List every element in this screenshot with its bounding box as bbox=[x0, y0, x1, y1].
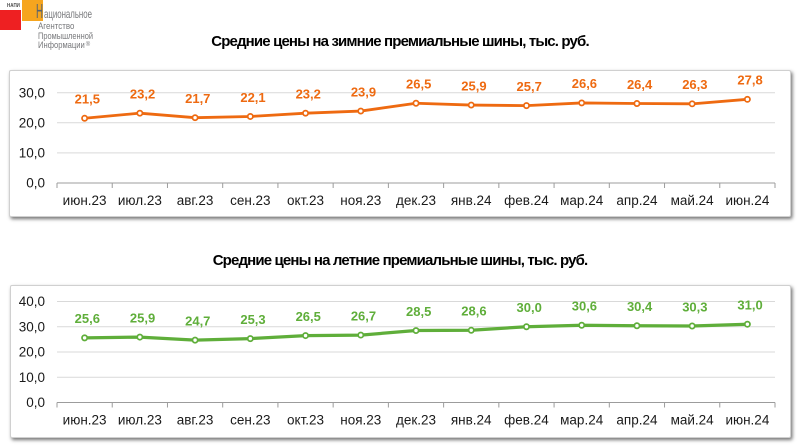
svg-text:дек.23: дек.23 bbox=[396, 193, 436, 208]
svg-text:25,9: 25,9 bbox=[130, 310, 155, 325]
svg-text:30,0: 30,0 bbox=[19, 319, 45, 334]
svg-text:30,0: 30,0 bbox=[19, 85, 45, 100]
svg-text:30,6: 30,6 bbox=[572, 299, 597, 314]
svg-text:30,0: 30,0 bbox=[517, 300, 542, 315]
svg-text:сен.23: сен.23 bbox=[230, 193, 270, 208]
svg-text:20,0: 20,0 bbox=[19, 345, 45, 360]
svg-text:апр.24: апр.24 bbox=[616, 193, 658, 208]
svg-text:25,9: 25,9 bbox=[461, 78, 486, 93]
svg-text:30,4: 30,4 bbox=[627, 299, 653, 314]
svg-text:26,7: 26,7 bbox=[351, 308, 376, 323]
svg-text:25,3: 25,3 bbox=[240, 312, 265, 327]
svg-text:30,3: 30,3 bbox=[682, 299, 707, 314]
svg-text:июн.24: июн.24 bbox=[725, 413, 769, 428]
svg-text:окт.23: окт.23 bbox=[287, 413, 324, 428]
svg-text:25,7: 25,7 bbox=[517, 79, 542, 94]
svg-text:май.24: май.24 bbox=[671, 413, 715, 428]
svg-text:28,5: 28,5 bbox=[406, 304, 431, 319]
svg-text:мар.24: мар.24 bbox=[560, 193, 604, 208]
svg-text:23,2: 23,2 bbox=[296, 86, 321, 101]
svg-text:21,7: 21,7 bbox=[185, 91, 210, 106]
svg-text:май.24: май.24 bbox=[671, 193, 715, 208]
svg-text:21,5: 21,5 bbox=[75, 92, 100, 107]
svg-text:40,0: 40,0 bbox=[19, 294, 45, 309]
svg-text:26,6: 26,6 bbox=[572, 76, 597, 91]
svg-text:25,6: 25,6 bbox=[75, 311, 100, 326]
svg-text:авг.23: авг.23 bbox=[177, 413, 214, 428]
svg-text:апр.24: апр.24 bbox=[616, 413, 658, 428]
svg-text:23,2: 23,2 bbox=[130, 86, 155, 101]
svg-text:июн.24: июн.24 bbox=[725, 193, 769, 208]
svg-text:26,5: 26,5 bbox=[406, 77, 431, 92]
svg-text:24,7: 24,7 bbox=[185, 313, 210, 328]
svg-text:янв.24: янв.24 bbox=[451, 413, 492, 428]
svg-text:22,1: 22,1 bbox=[240, 90, 265, 105]
svg-text:янв.24: янв.24 bbox=[451, 193, 492, 208]
svg-text:0,0: 0,0 bbox=[26, 176, 45, 191]
svg-text:ноя.23: ноя.23 bbox=[340, 413, 381, 428]
svg-text:июн.23: июн.23 bbox=[63, 193, 107, 208]
svg-text:0,0: 0,0 bbox=[26, 395, 45, 410]
svg-text:авг.23: авг.23 bbox=[177, 193, 214, 208]
svg-text:26,3: 26,3 bbox=[682, 77, 707, 92]
svg-text:23,9: 23,9 bbox=[351, 84, 376, 99]
svg-text:июл.23: июл.23 bbox=[118, 413, 162, 428]
svg-text:20,0: 20,0 bbox=[19, 115, 45, 130]
svg-text:фев.24: фев.24 bbox=[504, 413, 549, 428]
svg-text:дек.23: дек.23 bbox=[396, 413, 436, 428]
svg-text:27,8: 27,8 bbox=[737, 73, 762, 88]
svg-text:сен.23: сен.23 bbox=[230, 413, 270, 428]
svg-text:мар.24: мар.24 bbox=[560, 413, 604, 428]
svg-text:фев.24: фев.24 bbox=[504, 193, 549, 208]
svg-text:26,5: 26,5 bbox=[296, 309, 321, 324]
svg-text:26,4: 26,4 bbox=[627, 77, 653, 92]
svg-text:июн.23: июн.23 bbox=[63, 413, 107, 428]
svg-text:10,0: 10,0 bbox=[19, 370, 45, 385]
svg-text:31,0: 31,0 bbox=[737, 298, 762, 313]
svg-text:ноя.23: ноя.23 bbox=[340, 193, 381, 208]
svg-text:июл.23: июл.23 bbox=[118, 193, 162, 208]
svg-text:10,0: 10,0 bbox=[19, 146, 45, 161]
svg-text:окт.23: окт.23 bbox=[287, 193, 324, 208]
svg-text:28,6: 28,6 bbox=[461, 304, 486, 319]
